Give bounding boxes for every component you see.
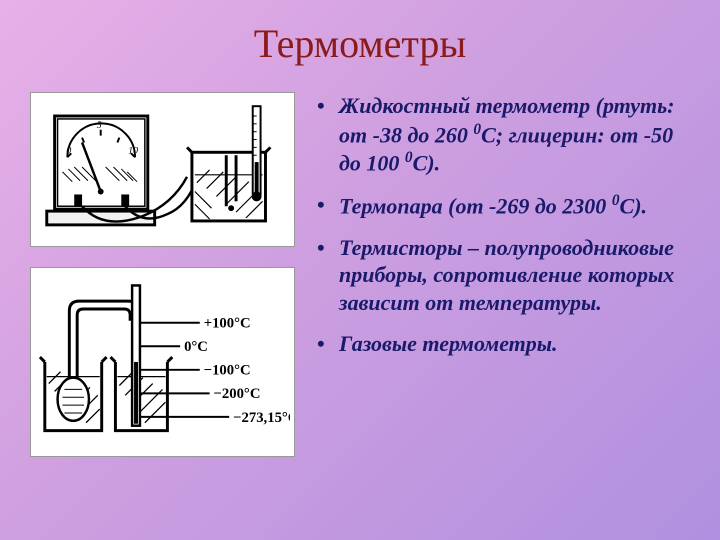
figures-column: 0 5 10 — [30, 92, 295, 457]
gauge-label-0: 0 — [66, 145, 71, 156]
bullet-text: Термисторы – полупроводниковые приборы, … — [339, 235, 674, 315]
bullet-sup: 0 — [612, 192, 620, 209]
thermocouple-figure: 0 5 10 — [30, 92, 295, 247]
slide-title: Термометры — [30, 20, 690, 67]
scale-label-4: −273,15°С — [233, 410, 290, 426]
bullet-item: Жидкостный термометр (ртуть: от -38 до 2… — [315, 92, 690, 177]
gauge-label-2: 10 — [128, 145, 138, 156]
bullet-item: Газовые термометры. — [315, 330, 690, 358]
gauge-label-1: 5 — [97, 120, 102, 131]
scale-label-2: −100°С — [204, 363, 251, 379]
bullet-item: Термисторы – полупроводниковые приборы, … — [315, 234, 690, 317]
bullet-sup: 0 — [405, 149, 413, 166]
bullet-sup: 0 — [473, 121, 481, 138]
gas-thermometer-figure: +100°С 0°С −100°С −200°С −273,15°С — [30, 267, 295, 457]
bullet-item: Термопара (от -269 до 2300 0С). — [315, 191, 690, 220]
bullet-text: С). — [413, 151, 441, 176]
bullet-text: Термопара (от -269 до 2300 — [339, 193, 612, 218]
scale-label-3: −200°С — [214, 386, 261, 402]
bullet-text: Газовые термометры. — [339, 331, 558, 356]
scale-label-0: +100°С — [204, 316, 251, 332]
bullet-list: Жидкостный термометр (ртуть: от -38 до 2… — [315, 92, 690, 457]
bullet-text: С). — [620, 193, 648, 218]
scale-label-1: 0°С — [184, 339, 208, 355]
